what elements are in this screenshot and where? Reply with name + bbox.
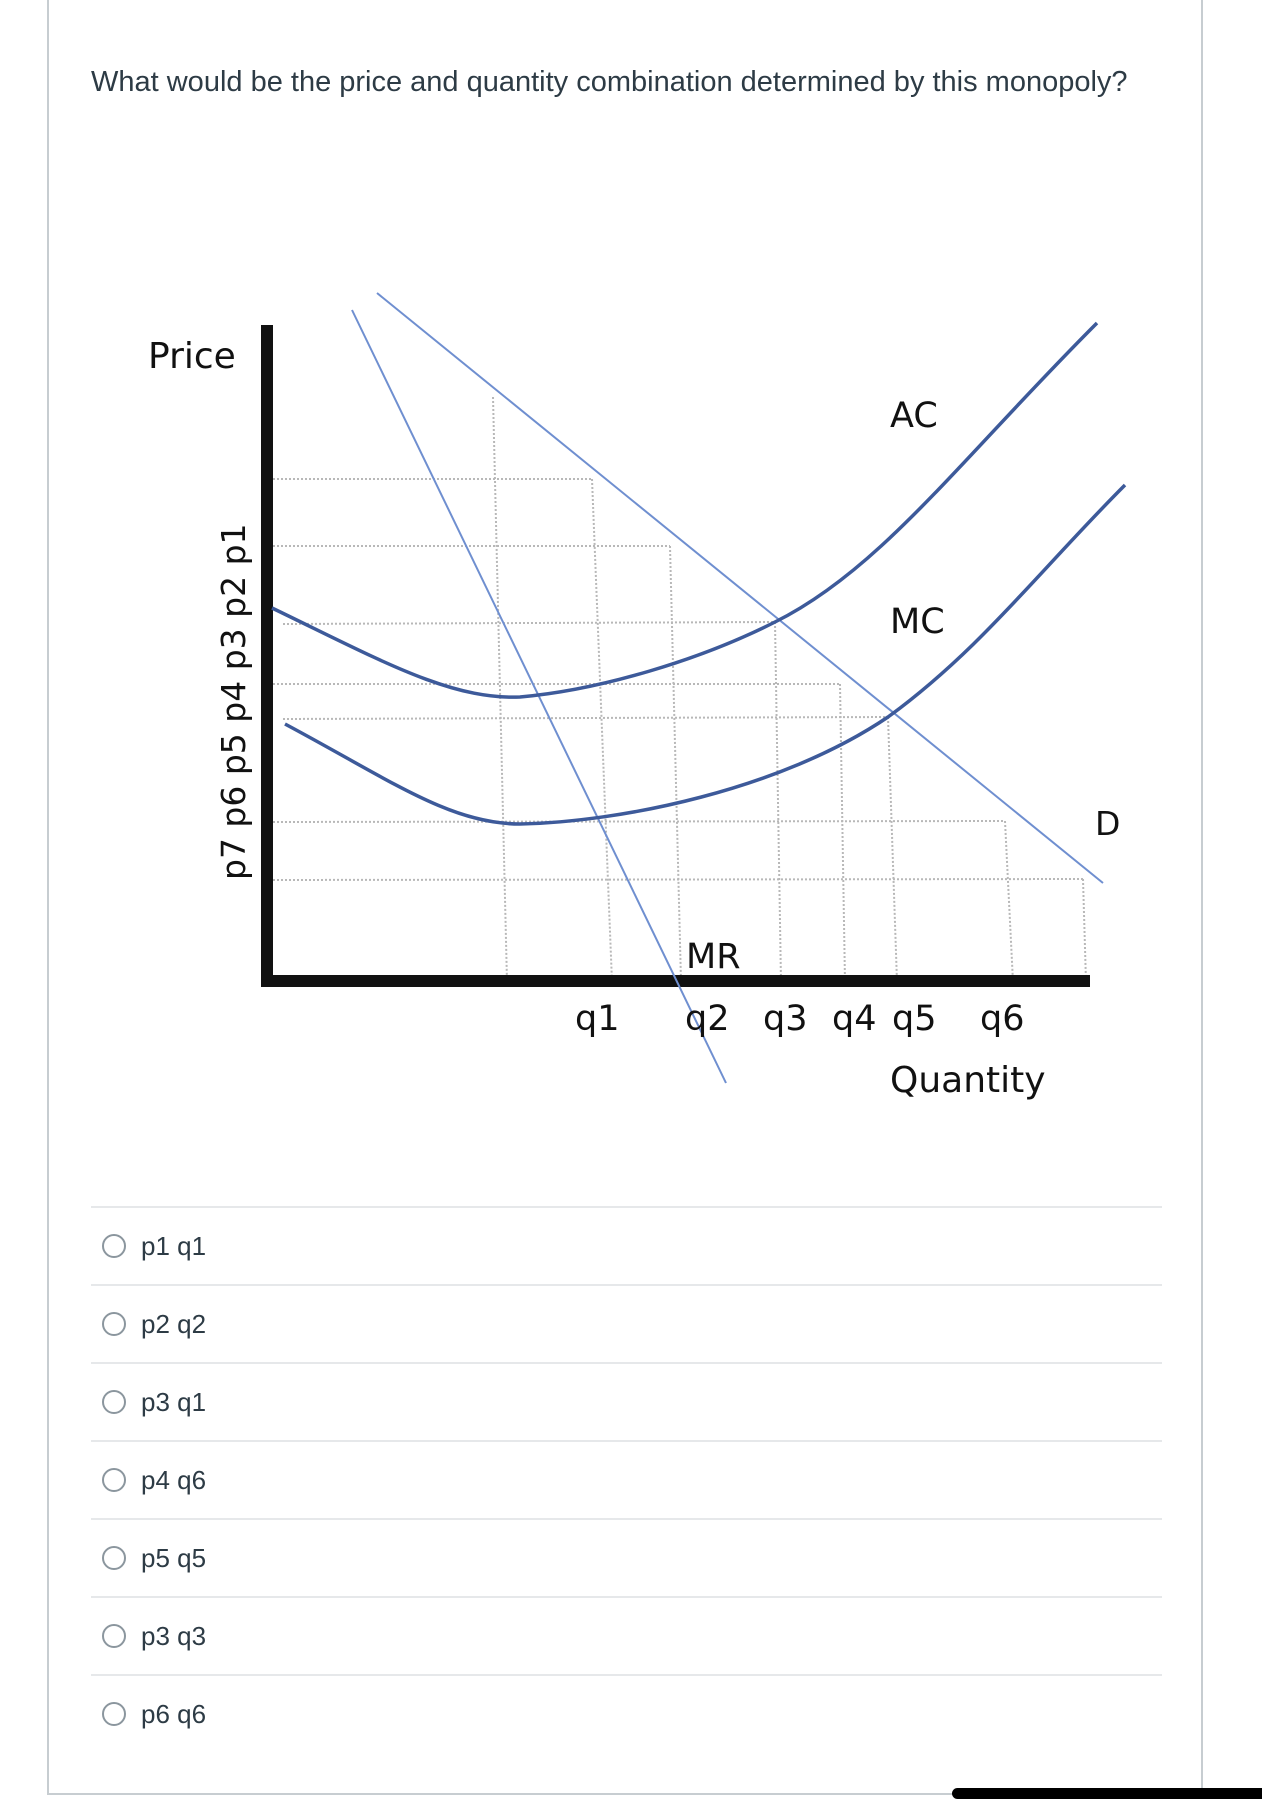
- q-tick-label-4: q4: [832, 999, 877, 1039]
- price-axis: [261, 325, 273, 987]
- answer-option[interactable]: p6 q6: [91, 1674, 1162, 1752]
- radio-button[interactable]: [102, 1624, 126, 1648]
- q-tick-label-1: q1: [575, 999, 620, 1039]
- answer-option[interactable]: p3 q3: [91, 1596, 1162, 1674]
- curve-label-mr: MR: [686, 937, 741, 977]
- q-tick-label-6: q6: [980, 999, 1025, 1039]
- average-cost-curve: [271, 321, 1099, 699]
- answer-label: p3 q1: [141, 1386, 207, 1417]
- question-text: What would be the price and quantity com…: [91, 66, 1128, 98]
- answer-options: p1 q1 p2 q2 p3 q1 p4 q6 p5 q5 p3 q3 p6 q…: [91, 1206, 1162, 1752]
- curve-label-d: D: [1095, 804, 1120, 843]
- demand-curve: [376, 292, 1104, 884]
- answer-label: p3 q3: [141, 1620, 207, 1651]
- quantity-axis-label: Quantity: [890, 1060, 1046, 1101]
- radio-button[interactable]: [102, 1702, 126, 1726]
- q-tick-label-3: q3: [763, 999, 808, 1039]
- answer-option[interactable]: p4 q6: [91, 1440, 1162, 1518]
- answer-option[interactable]: p5 q5: [91, 1518, 1162, 1596]
- answer-option[interactable]: p2 q2: [91, 1284, 1162, 1362]
- marginal-cost-curve: [284, 483, 1127, 826]
- grid-lines: [272, 396, 1087, 983]
- radio-button[interactable]: [102, 1234, 126, 1258]
- price-axis-label: Price: [148, 336, 236, 377]
- radio-button[interactable]: [102, 1468, 126, 1492]
- curve-label-ac: AC: [890, 396, 938, 436]
- answer-label: p4 q6: [141, 1464, 207, 1495]
- answer-label: p2 q2: [141, 1308, 207, 1339]
- answer-label: p6 q6: [141, 1698, 207, 1729]
- radio-button[interactable]: [102, 1312, 126, 1336]
- price-tick-labels: p7 p6 p5 p4 p3 p2 p1: [214, 523, 253, 880]
- horizontal-scrollbar[interactable]: [952, 1788, 1262, 1799]
- radio-button[interactable]: [102, 1546, 126, 1570]
- answer-label: p5 q5: [141, 1542, 207, 1573]
- q-tick-label-2: q2: [685, 999, 730, 1039]
- question-card: [47, 0, 1203, 1795]
- radio-button[interactable]: [102, 1390, 126, 1414]
- quantity-axis: [266, 975, 1090, 987]
- answer-option[interactable]: p3 q1: [91, 1362, 1162, 1440]
- monopoly-chart: Price p7 p6 p5 p4 p3 p2 p1 AC MC D MR q1…: [148, 292, 1127, 1101]
- curve-label-mc: MC: [890, 602, 945, 642]
- q-tick-label-5: q5: [892, 999, 937, 1039]
- answer-option[interactable]: p1 q1: [91, 1206, 1162, 1284]
- answer-label: p1 q1: [141, 1230, 207, 1261]
